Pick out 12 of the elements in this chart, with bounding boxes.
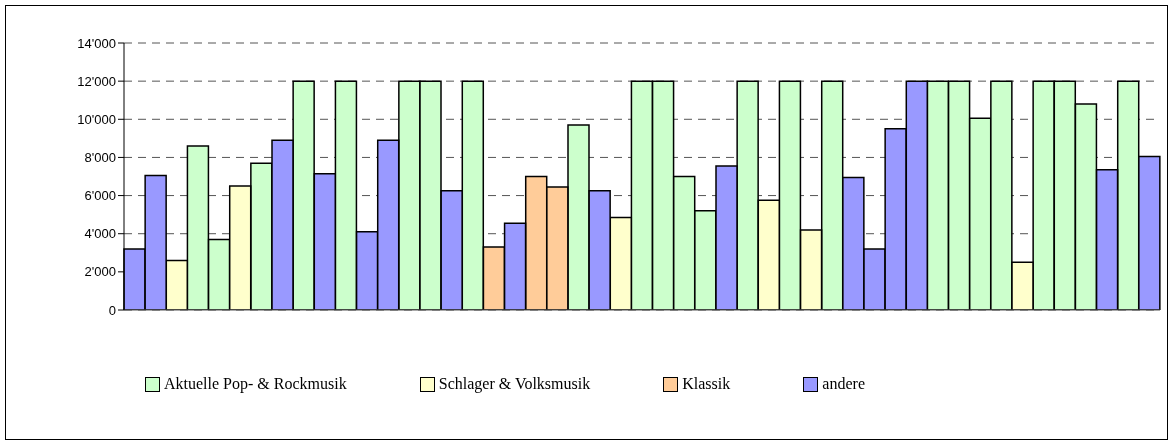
legend-label: Aktuelle Pop- & Rockmusik: [163, 375, 347, 393]
legend-label: andere: [821, 375, 865, 393]
y-tick-label: 4'000: [84, 226, 116, 242]
y-tick-label: 14'000: [77, 35, 116, 51]
y-tick-label: 0: [108, 302, 116, 318]
y-tick-label: 2'000: [84, 264, 116, 280]
y-tick-label: 6'000: [84, 188, 116, 204]
y-tick-label: 10'000: [77, 111, 116, 127]
legend-label: Schlager & Volksmusik: [437, 375, 591, 393]
y-tick-label: 12'000: [77, 73, 116, 89]
y-tick-label: 8'000: [84, 150, 116, 166]
legend-label: Klassik: [681, 375, 731, 393]
